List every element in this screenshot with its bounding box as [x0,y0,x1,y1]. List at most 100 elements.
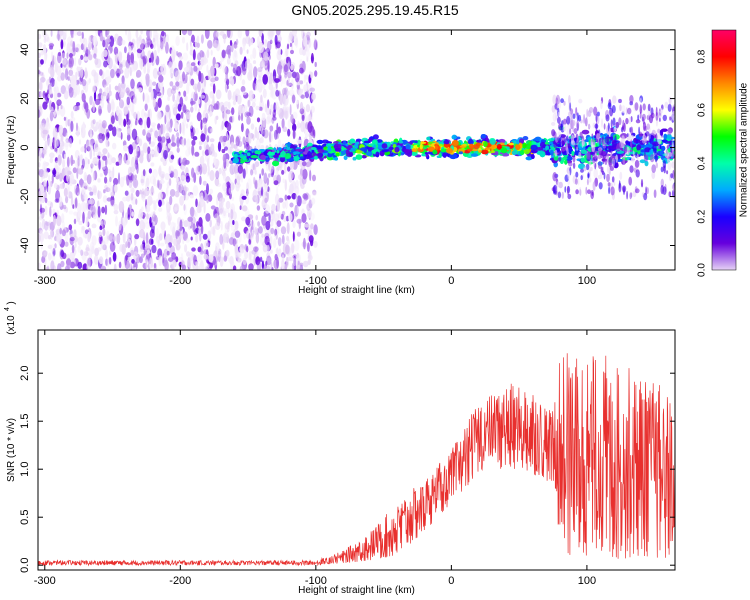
spectrogram-cell [83,37,88,50]
spectrogram-cell [291,243,295,254]
spectrogram-cell [539,141,546,149]
spectrogram-cell [104,176,108,184]
spectrogram-cell [48,66,53,74]
spectrogram-cell [94,57,99,66]
spectrogram-cell [44,197,48,204]
spectrogram-cell [127,145,133,150]
spectrogram-cell [148,79,153,91]
spectrogram-cell [104,204,108,215]
spectrogram-cell [234,50,237,58]
spectrogram-cell [195,165,201,176]
spectrogram-cell [283,65,289,75]
spectrogram-cell [118,69,124,74]
spectrogram-cell [192,223,196,233]
spectrogram-cell [334,157,338,161]
spectrogram-cell [189,194,194,199]
spectrogram-cell [49,229,53,240]
spectrogram-cell [86,139,92,152]
spectrogram-cell [216,196,219,206]
spectrogram-cell [152,81,157,86]
spectrogram-cell [294,239,300,252]
spectrogram-cell [85,46,89,58]
spectrogram-cell [120,132,123,140]
spectrogram-cell [230,209,234,220]
spectrogram-cell [199,155,205,166]
spectrogram-cell [105,30,110,36]
spectrogram-cell [144,85,148,90]
spectrogram-cell [150,128,153,133]
spectrogram-cell [182,157,188,166]
spectrogram-cell [286,147,291,151]
spectrogram-cell [193,65,198,74]
spectrogram-cell [258,125,262,132]
spectrogram-cell [73,104,76,111]
spectrogram-cell [262,74,269,85]
spectrogram-cell [109,241,116,252]
spectrogram-cell [67,76,71,81]
spectrogram-cell [140,253,145,258]
spectrogram-cell [130,187,135,194]
spectrogram-cell [260,136,264,144]
spectrogram-cell [227,212,231,218]
spectrogram-cell [248,263,254,270]
spectrogram-cell [246,182,249,194]
spectrogram-cell [147,95,150,103]
spectrogram-cell [190,62,196,67]
spectrogram-cell [301,199,307,205]
spectrogram-cell [268,173,271,178]
spectrogram-cell [77,210,82,218]
spectrogram-cell [281,234,285,245]
spectrogram-cell [180,252,184,263]
spectrogram-cell [97,178,101,183]
spectrogram-cell [63,116,66,121]
spectrogram-cell [214,76,219,82]
spectrogram-cell [661,139,668,143]
spectrogram-cell [560,146,566,152]
spectrogram-cell [282,178,285,184]
spectrogram-cell [128,204,133,211]
spectrogram-cell [149,141,155,147]
spectrogram-cell [289,104,292,116]
spectrogram-cell [207,69,211,81]
spectrogram-cell [88,78,91,84]
spectrogram-cell [231,115,235,122]
spectrogram-cell [164,173,170,181]
spectrogram-cell [91,223,97,229]
spectrogram-cell [40,85,43,91]
spectrogram-cell [66,47,69,53]
spectrogram-cell [236,94,242,105]
spectrogram-cell [247,251,253,261]
spectrogram-cell [208,254,214,263]
spectrogram-cell [292,111,298,120]
spectrogram-cell [288,212,293,222]
spectrogram-cell [142,55,148,65]
spectrogram-cell [256,205,261,211]
spectrogram-cell [83,193,88,201]
spectrogram-cell [268,83,274,91]
spectrogram-cell [115,53,118,65]
spectrogram-cell [296,231,301,237]
spectrogram-cell [251,228,254,240]
spectrogram-cell [184,244,188,253]
spectrogram-cell [91,245,95,255]
spectrogram-cell [144,187,150,197]
spectrogram-cell [219,234,224,245]
spectrogram-cell [459,145,467,148]
spectrogram-cell [253,246,259,253]
spectrogram-cell [209,219,212,228]
spectrogram-cell [244,244,248,251]
spectrogram-cell [557,116,561,124]
spectrogram-cell [242,157,246,161]
spectrogram-cell [213,152,218,158]
spectrogram-cell [91,204,96,216]
spectrogram-cell [265,220,271,231]
spectrogram-cell [64,166,68,176]
spectrogram-cell [200,94,206,99]
spectrogram-cell [88,198,95,205]
spectrogram-cell [209,188,214,194]
spectrogram-cell [242,43,246,51]
spectrogram-cell [121,75,125,84]
spectrogram-cell [424,152,428,155]
spectrogram-cell [293,257,297,267]
spectrogram-cell [255,138,261,148]
